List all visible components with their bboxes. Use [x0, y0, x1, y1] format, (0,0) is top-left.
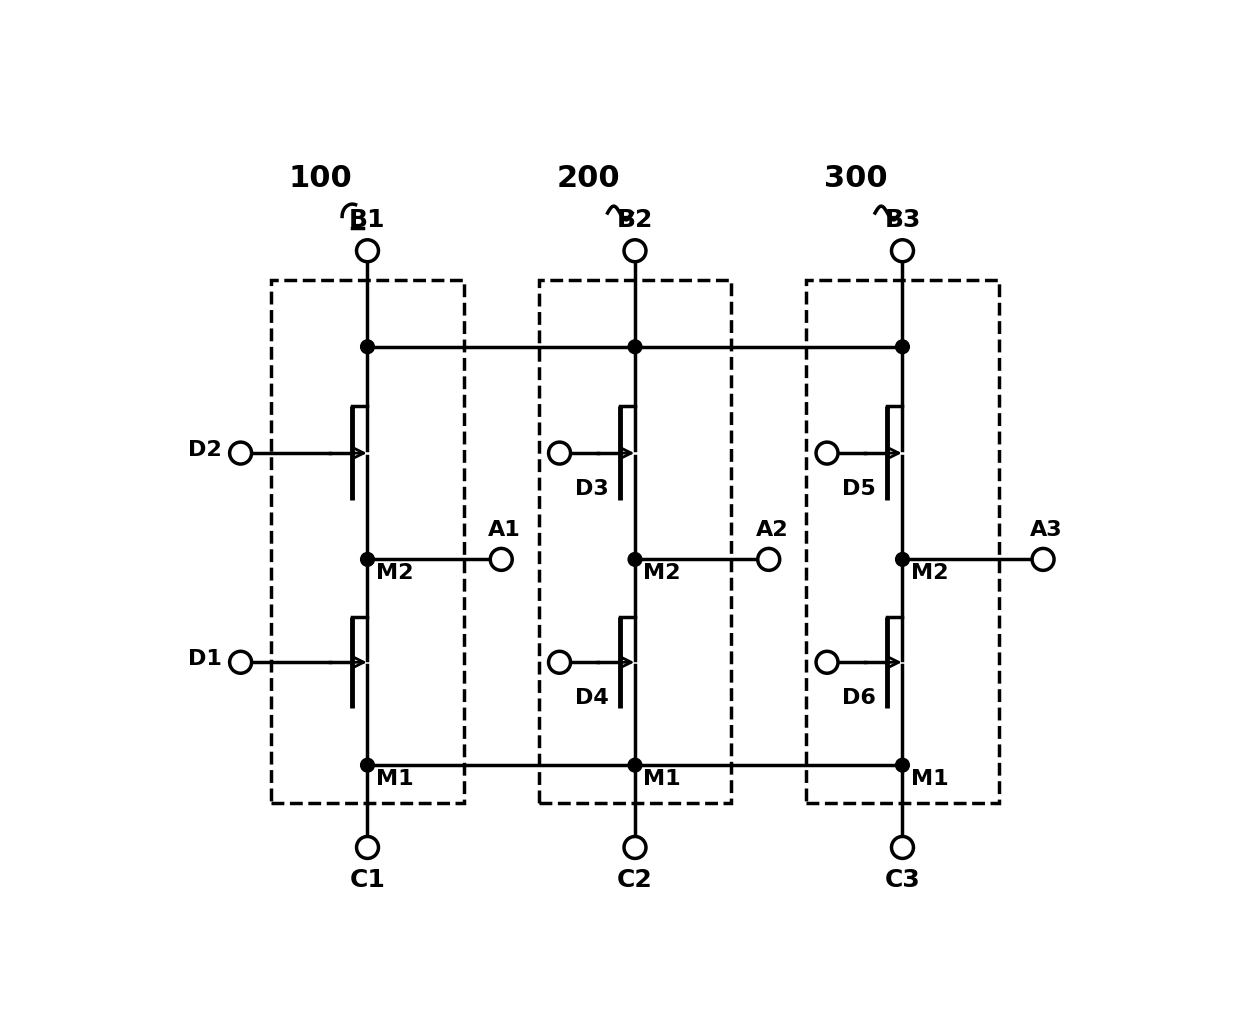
Text: 300: 300	[824, 164, 887, 193]
Text: M1: M1	[643, 769, 681, 788]
Text: 100: 100	[289, 164, 353, 193]
Text: C2: C2	[617, 868, 653, 893]
Circle shape	[892, 837, 913, 858]
Text: A2: A2	[756, 521, 788, 540]
Circle shape	[624, 240, 646, 261]
Text: C1: C1	[349, 868, 385, 893]
Circle shape	[628, 553, 642, 566]
Text: 200: 200	[556, 164, 621, 193]
Text: B1: B1	[349, 208, 385, 231]
Text: M2: M2	[643, 563, 680, 583]
Text: M2: M2	[911, 563, 948, 583]
Circle shape	[549, 442, 570, 464]
Circle shape	[896, 553, 909, 566]
Circle shape	[491, 549, 512, 570]
Circle shape	[628, 758, 642, 772]
Circle shape	[1032, 549, 1054, 570]
Text: M1: M1	[375, 769, 414, 788]
Circle shape	[896, 758, 909, 772]
Text: A3: A3	[1030, 521, 1063, 540]
Circle shape	[758, 549, 779, 570]
Circle shape	[624, 837, 646, 858]
Circle shape	[357, 240, 378, 261]
Text: D2: D2	[187, 440, 222, 460]
Text: B3: B3	[885, 208, 921, 231]
Circle shape	[896, 340, 909, 353]
Circle shape	[361, 758, 374, 772]
Circle shape	[361, 553, 374, 566]
Text: D5: D5	[843, 479, 876, 499]
Circle shape	[357, 837, 378, 858]
Text: D4: D4	[575, 688, 608, 709]
Text: B2: B2	[617, 208, 653, 231]
Text: D1: D1	[187, 649, 222, 668]
Text: M2: M2	[375, 563, 414, 583]
Circle shape	[229, 442, 252, 464]
Circle shape	[361, 340, 374, 353]
Text: D6: D6	[843, 688, 876, 709]
Circle shape	[628, 340, 642, 353]
Text: M1: M1	[911, 769, 948, 788]
Text: D3: D3	[575, 479, 608, 499]
Circle shape	[817, 651, 838, 674]
Text: C3: C3	[885, 868, 921, 893]
Text: A1: A1	[488, 521, 522, 540]
Circle shape	[229, 651, 252, 674]
Circle shape	[817, 442, 838, 464]
Circle shape	[892, 240, 913, 261]
Circle shape	[549, 651, 570, 674]
